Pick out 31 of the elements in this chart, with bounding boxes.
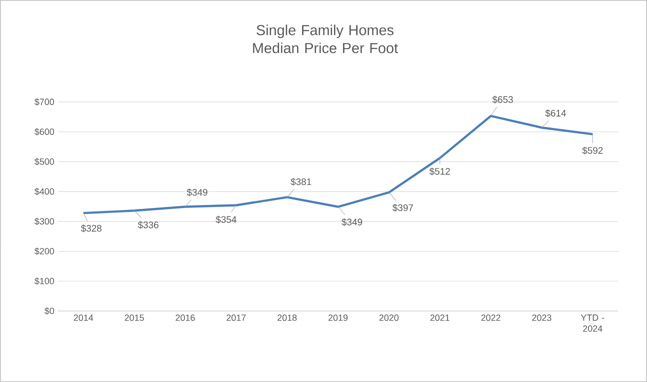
y-tick-label: $200 — [34, 248, 54, 255]
x-tick-label: 2016 — [176, 314, 195, 321]
text: $381 — [290, 178, 312, 186]
x-tick-label: 2020 — [379, 314, 399, 321]
text: $349 — [186, 188, 208, 196]
chart-title: Single Family Homes Median Price Per Foot — [253, 24, 398, 54]
x-tick-label: 2014 — [74, 314, 94, 321]
text: $354 — [216, 216, 236, 224]
y-tick-label: $500 — [34, 158, 54, 166]
y-tick-label: $300 — [34, 218, 54, 226]
x-tick-label: 2017 — [226, 314, 246, 321]
text: $614 — [545, 109, 566, 118]
text: $328 — [80, 224, 102, 232]
text: $592 — [582, 146, 603, 154]
text: $349 — [342, 218, 362, 226]
x-tick-label: YTD - 2024 — [580, 314, 604, 332]
x-tick-label: 2018 — [278, 314, 297, 321]
x-tick-label: 2021 — [430, 314, 450, 321]
y-tick-label: $100 — [34, 278, 54, 285]
text: $397 — [392, 204, 413, 212]
y-tick-label: $700 — [34, 98, 54, 106]
y-tick-label: $0 — [44, 307, 54, 315]
y-tick-label: $600 — [34, 128, 54, 136]
text: $336 — [138, 221, 158, 229]
x-tick-label: 2015 — [124, 314, 144, 321]
x-tick-label: 2022 — [481, 314, 500, 321]
y-tick-label: $400 — [34, 188, 54, 196]
text: $512 — [429, 168, 450, 176]
text: $653 — [492, 96, 513, 104]
x-tick-label: 2023 — [532, 314, 552, 321]
x-tick-label: 2019 — [328, 314, 348, 321]
